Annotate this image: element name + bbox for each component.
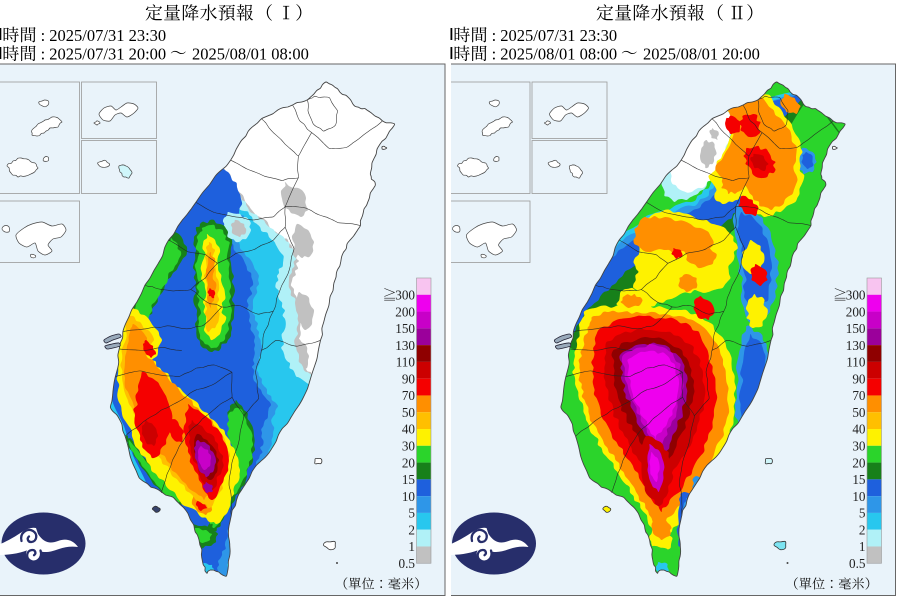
svg-text:40: 40 <box>852 422 866 437</box>
svg-text:: 2025/07/31 20:00: : 2025/07/31 20:00 <box>41 45 167 64</box>
svg-text:2: 2 <box>408 522 415 537</box>
svg-text:90: 90 <box>852 371 866 386</box>
svg-text:0.5: 0.5 <box>849 556 866 571</box>
svg-text:2025/08/01 08:00: 2025/08/01 08:00 <box>192 45 309 64</box>
svg-text:110: 110 <box>396 355 416 370</box>
svg-text:300: 300 <box>395 288 415 303</box>
svg-text:200: 200 <box>395 304 415 319</box>
svg-text:20: 20 <box>852 455 866 470</box>
svg-text:: 2025/07/31 23:30: : 2025/07/31 23:30 <box>492 26 618 45</box>
svg-text:30: 30 <box>852 439 866 454</box>
svg-text:1: 1 <box>408 539 415 554</box>
svg-text:10: 10 <box>852 489 866 504</box>
svg-text:70: 70 <box>852 388 866 403</box>
svg-text:0.5: 0.5 <box>399 556 416 571</box>
svg-text:300: 300 <box>846 288 866 303</box>
svg-text:200: 200 <box>846 304 866 319</box>
svg-text:1: 1 <box>859 539 866 554</box>
svg-text:50: 50 <box>852 405 866 420</box>
svg-text:40: 40 <box>402 422 416 437</box>
svg-text:130: 130 <box>395 338 415 353</box>
svg-text:20: 20 <box>402 455 416 470</box>
svg-text:150: 150 <box>846 321 866 336</box>
svg-text:2025/08/01 20:00: 2025/08/01 20:00 <box>643 45 760 64</box>
svg-text:2: 2 <box>859 522 866 537</box>
svg-text:30: 30 <box>402 439 416 454</box>
svg-text:50: 50 <box>402 405 416 420</box>
svg-text:: 2025/08/01 08:00: : 2025/08/01 08:00 <box>492 45 618 64</box>
svg-text:110: 110 <box>846 355 866 370</box>
svg-text:5: 5 <box>408 506 415 521</box>
svg-text:15: 15 <box>402 472 416 487</box>
svg-text:90: 90 <box>402 371 416 386</box>
svg-text:5: 5 <box>859 506 866 521</box>
svg-text:10: 10 <box>402 489 416 504</box>
svg-text:15: 15 <box>852 472 866 487</box>
svg-text:70: 70 <box>402 388 416 403</box>
svg-text:: 2025/07/31 23:30: : 2025/07/31 23:30 <box>41 26 167 45</box>
svg-text:150: 150 <box>395 321 415 336</box>
svg-text:130: 130 <box>846 338 866 353</box>
